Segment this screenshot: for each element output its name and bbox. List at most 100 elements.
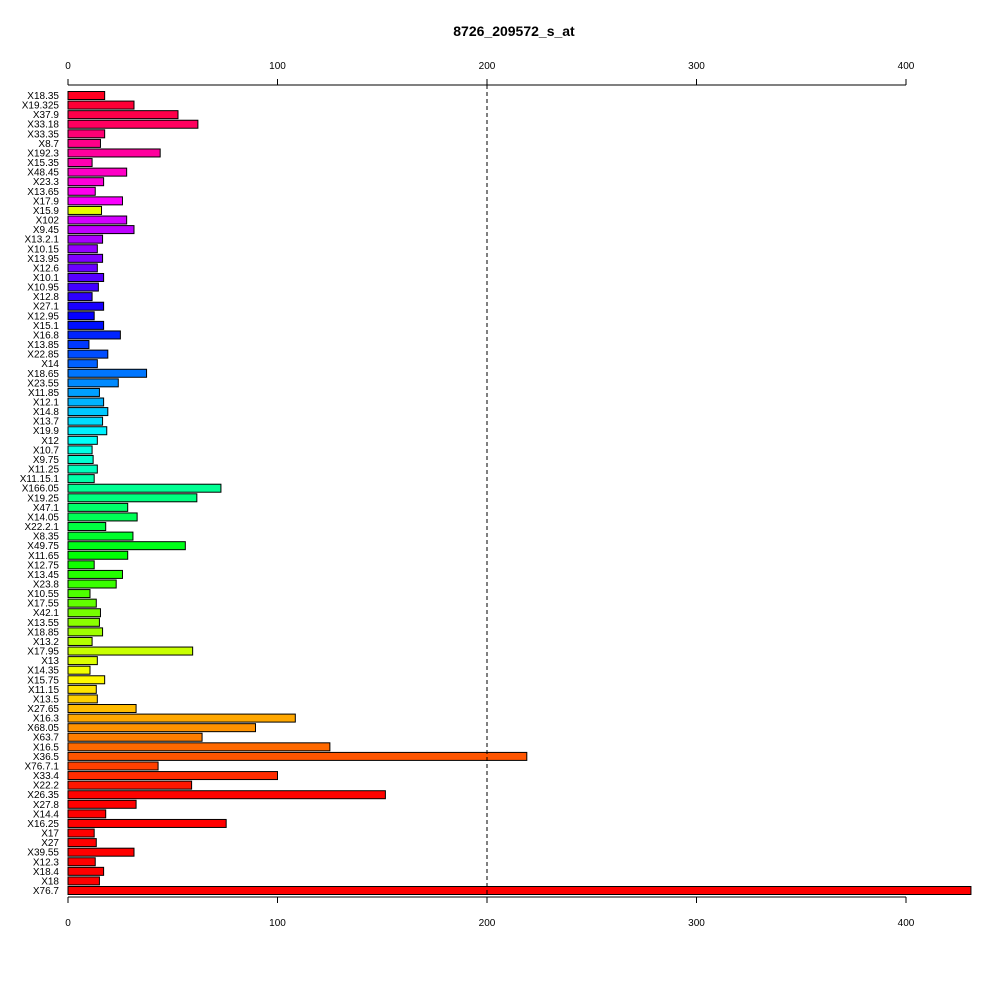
bar [67,177,105,187]
category-label: X19.25 [27,493,59,504]
bar [67,790,386,800]
category-label: X14.05 [27,512,59,523]
bar [67,589,91,599]
category-label: X19.325 [22,101,60,112]
bar [67,110,179,120]
category-label: X16.25 [27,819,59,830]
category-label: X11.65 [28,551,59,562]
top-axis-tick-label: 400 [898,61,915,72]
bar [67,301,105,311]
bar [67,742,331,752]
bar [67,780,193,790]
bar [67,378,119,388]
bar [67,426,108,436]
category-label: X39.55 [27,848,59,859]
category-label: X12 [41,436,59,447]
bar [67,340,90,350]
bar [67,723,257,733]
category-label: X14 [41,359,59,370]
category-label: X16.8 [33,330,60,341]
bar [67,675,106,685]
category-label: X16.5 [33,742,60,753]
bar [67,541,186,551]
bar [67,464,98,474]
bar [67,636,93,646]
category-label: X22.2 [33,781,60,792]
bar [67,684,97,694]
category-label: X11.25 [28,465,59,476]
category-label: X18.4 [33,867,60,878]
category-label: X37.9 [33,110,60,121]
category-label: X11.15.1 [20,474,60,485]
category-label: X13.5 [33,694,60,705]
category-label: X12.75 [27,560,59,571]
category-label: X13 [41,656,59,667]
bar [67,225,135,235]
category-label: X12.3 [33,857,60,868]
bar [67,119,199,129]
category-label: X17 [41,829,59,840]
category-label: X19.9 [33,426,60,437]
category-label: X13.85 [27,340,59,351]
bar [67,751,528,761]
bar [67,713,296,723]
category-label: X27.65 [27,704,59,715]
bar [67,263,98,273]
top-axis-tick-label: 200 [479,61,496,72]
bar [67,704,137,714]
bar [67,474,95,484]
category-label: X15.9 [33,206,60,217]
category-label: X18.35 [27,91,59,102]
bar [67,771,278,781]
top-axis: 0 100 200 300 400 [65,61,915,86]
bar [67,234,104,244]
bar [67,205,103,215]
bar [67,847,135,857]
bar [67,799,137,809]
category-label: X102 [36,216,60,227]
bar [67,866,105,876]
bar [67,531,134,541]
bar [67,282,99,292]
bar [67,100,135,110]
category-label: X27 [41,838,59,849]
bottom-axis-tick-label: 200 [479,918,496,929]
bar [67,138,101,148]
bars-group [67,91,972,895]
bar [67,292,93,302]
category-label: X14.4 [33,809,60,820]
category-label: X12.8 [33,292,60,303]
bar [67,627,104,637]
bottom-axis-tick-label: 300 [688,918,705,929]
category-label: X13.2.1 [25,235,60,246]
category-label: X12.95 [27,311,59,322]
bar [67,838,97,848]
category-label: X192.3 [27,148,59,159]
category-label: X27.8 [33,800,60,811]
category-label: X27.1 [33,302,60,313]
category-label: X76.7 [33,886,60,897]
bar [67,445,93,455]
bar [67,454,94,464]
category-label: X18.65 [27,369,59,380]
bottom-axis-tick-label: 400 [898,918,915,929]
bar [67,761,159,771]
bar [67,407,109,417]
bar [67,311,95,321]
category-label: X166.05 [22,484,60,495]
bar [67,186,96,196]
bar [67,158,93,168]
category-label: X8.35 [33,532,60,543]
bar [67,397,105,407]
category-label: X17.55 [27,599,59,610]
category-label: X22.85 [27,350,59,361]
category-label: X15.35 [27,158,59,169]
category-label: X68.05 [27,723,59,734]
top-axis-tick-label: 300 [688,61,705,72]
category-label: X23.8 [33,579,60,590]
bar [67,368,148,378]
category-label: X22.2.1 [25,522,60,533]
bar [67,886,972,895]
category-label: X23.55 [27,378,59,389]
bar [67,416,104,426]
